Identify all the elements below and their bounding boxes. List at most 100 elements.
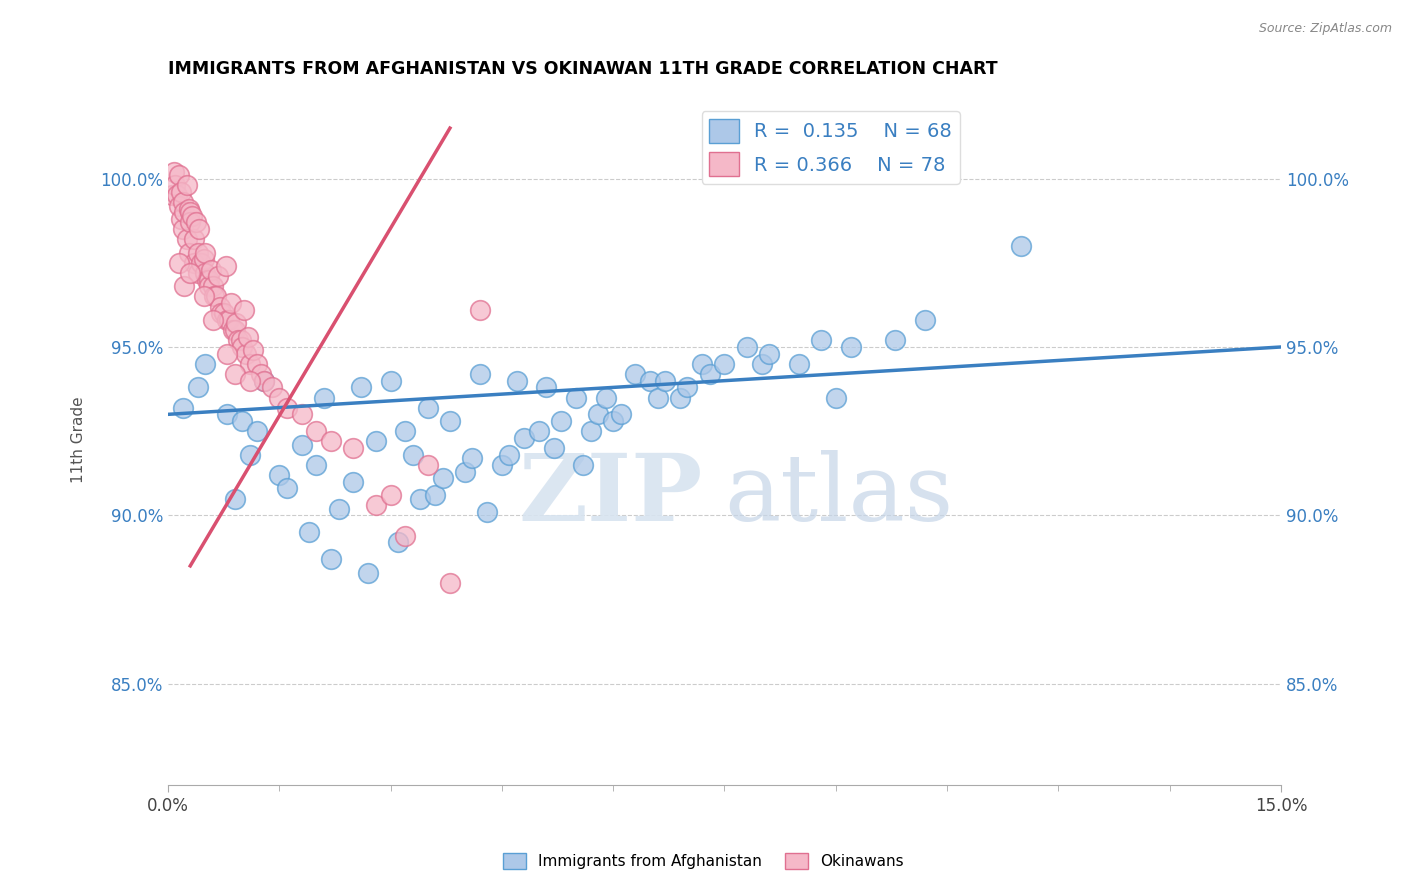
Point <box>194 245 217 260</box>
Legend: Immigrants from Afghanistan, Okinawans: Immigrants from Afghanistan, Okinawans <box>496 847 910 875</box>
Point <box>676 380 699 394</box>
Point <box>217 408 239 422</box>
Point <box>187 266 209 280</box>
Point <box>222 323 245 337</box>
Point <box>498 448 520 462</box>
Point <box>172 222 194 236</box>
Point <box>364 434 387 449</box>
Point <box>165 178 187 193</box>
Point <box>194 357 217 371</box>
Point <box>202 289 225 303</box>
Point <box>454 465 477 479</box>
Point <box>595 391 617 405</box>
Point <box>253 374 276 388</box>
Point <box>229 333 252 347</box>
Point <box>699 367 721 381</box>
Point <box>167 168 190 182</box>
Point <box>170 185 193 199</box>
Point <box>690 357 713 371</box>
Point <box>232 302 254 317</box>
Point <box>180 209 202 223</box>
Point <box>231 340 253 354</box>
Point <box>305 458 328 472</box>
Point <box>387 535 409 549</box>
Point <box>669 391 692 405</box>
Point <box>170 212 193 227</box>
Point <box>914 313 936 327</box>
Point <box>219 296 242 310</box>
Point <box>276 401 298 415</box>
Point <box>212 306 235 320</box>
Point <box>269 467 291 482</box>
Point <box>647 391 669 405</box>
Text: ZIP: ZIP <box>517 450 702 540</box>
Point <box>172 401 194 415</box>
Point <box>321 552 343 566</box>
Point <box>172 195 194 210</box>
Point <box>190 256 212 270</box>
Point <box>208 300 231 314</box>
Point <box>224 323 246 337</box>
Point <box>194 266 217 280</box>
Point <box>224 367 246 381</box>
Point <box>187 245 209 260</box>
Point <box>179 215 201 229</box>
Point <box>394 424 416 438</box>
Point <box>579 424 602 438</box>
Point <box>602 414 624 428</box>
Point <box>839 340 862 354</box>
Point <box>810 333 832 347</box>
Point <box>342 475 364 489</box>
Point <box>215 259 238 273</box>
Point <box>231 414 253 428</box>
Point <box>228 333 250 347</box>
Point <box>201 313 224 327</box>
Point <box>163 165 186 179</box>
Point <box>713 357 735 371</box>
Point <box>536 380 558 394</box>
Point <box>572 458 595 472</box>
Point <box>224 491 246 506</box>
Point <box>416 401 439 415</box>
Point <box>290 437 312 451</box>
Legend: R =  0.135    N = 68, R = 0.366    N = 78: R = 0.135 N = 68, R = 0.366 N = 78 <box>702 112 960 184</box>
Point <box>187 380 209 394</box>
Point <box>290 408 312 422</box>
Point <box>218 313 240 327</box>
Point <box>506 374 529 388</box>
Point <box>439 414 461 428</box>
Point <box>588 408 610 422</box>
Point <box>167 198 190 212</box>
Point <box>253 374 276 388</box>
Point <box>787 357 810 371</box>
Point <box>758 347 780 361</box>
Point <box>475 505 498 519</box>
Point <box>461 451 484 466</box>
Point <box>183 256 205 270</box>
Point <box>550 414 572 428</box>
Text: Source: ZipAtlas.com: Source: ZipAtlas.com <box>1258 22 1392 36</box>
Point <box>1010 239 1032 253</box>
Point <box>609 408 631 422</box>
Point <box>198 272 221 286</box>
Point <box>269 391 291 405</box>
Point <box>236 330 259 344</box>
Point <box>305 424 328 438</box>
Point <box>439 575 461 590</box>
Point <box>342 441 364 455</box>
Point <box>160 188 183 202</box>
Point <box>209 306 232 320</box>
Point <box>260 380 283 394</box>
Point <box>179 205 201 219</box>
Point <box>166 188 188 202</box>
Point <box>246 424 269 438</box>
Point <box>198 279 221 293</box>
Point <box>176 178 198 193</box>
Point <box>183 232 205 246</box>
Point <box>276 482 298 496</box>
Point <box>249 367 271 381</box>
Point <box>350 380 373 394</box>
Point <box>242 343 264 358</box>
Point <box>432 471 454 485</box>
Point <box>217 313 239 327</box>
